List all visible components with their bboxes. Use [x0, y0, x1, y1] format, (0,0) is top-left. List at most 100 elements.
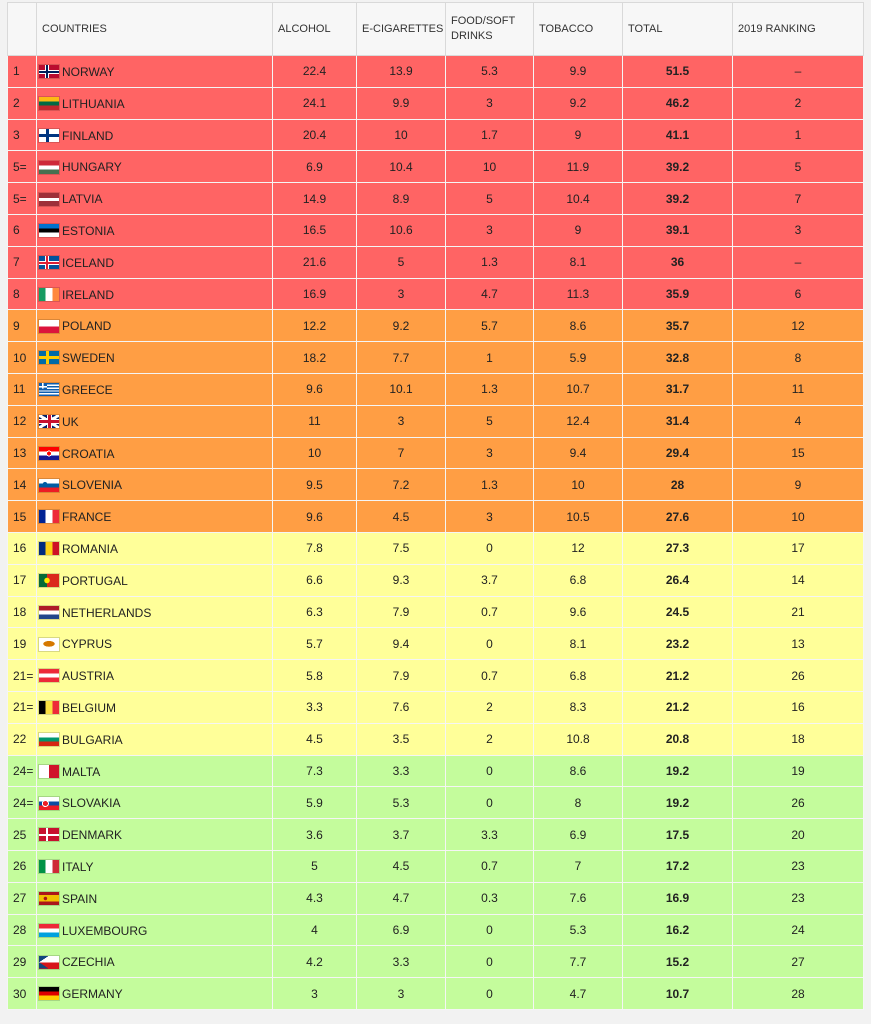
food-soft-drinks-cell: 3 — [445, 86, 534, 120]
e-cigarettes-cell: 4.5 — [356, 500, 446, 533]
total-cell: 32.8 — [622, 341, 733, 374]
alcohol-cell: 14.9 — [272, 182, 357, 215]
food-soft-drinks-cell: 3 — [445, 436, 534, 470]
food-soft-drinks-cell: 0.7 — [445, 659, 534, 692]
country-name: FRANCE — [62, 509, 112, 524]
portugal-flag-icon — [39, 574, 59, 588]
alcohol-cell: 12.2 — [272, 309, 357, 343]
table-row: 19 CYPRUS 5.7 9.4 0 8.1 23.2 13 — [7, 627, 864, 661]
tobacco-cell: 9.6 — [533, 595, 623, 629]
alcohol-cell: 6.9 — [272, 150, 357, 184]
table-row: 18 NETHERLANDS 6.3 7.9 0.7 9.6 24.5 21 — [7, 595, 864, 629]
latvia-flag-icon — [39, 192, 59, 206]
denmark-flag-icon — [39, 828, 59, 842]
country-cell: GERMANY — [36, 977, 273, 1010]
country-name: DENMARK — [62, 827, 123, 842]
total-cell: 16.9 — [622, 881, 733, 915]
total-cell: 29.4 — [622, 436, 733, 470]
ranking-2019-cell: 20 — [732, 818, 864, 851]
food-soft-drinks-cell: 3 — [445, 500, 534, 533]
country-cell: PORTUGAL — [36, 563, 273, 597]
country-cell: CZECHIA — [36, 945, 273, 979]
alcohol-cell: 16.5 — [272, 213, 357, 247]
country-cell: BULGARIA — [36, 722, 273, 756]
france-flag-icon — [39, 510, 59, 524]
e-cigarettes-cell: 10 — [356, 118, 446, 152]
e-cigarettes-cell: 3.5 — [356, 722, 446, 756]
total-cell: 51.5 — [622, 55, 733, 88]
czechia-flag-icon — [39, 955, 59, 969]
rank-cell: 9 — [7, 309, 37, 343]
slovakia-flag-icon — [39, 796, 59, 810]
total-cell: 27.3 — [622, 531, 733, 565]
country-name: BULGARIA — [62, 732, 123, 747]
iceland-flag-icon — [39, 256, 59, 270]
total-cell: 26.4 — [622, 563, 733, 597]
e-cigarettes-cell: 10.6 — [356, 213, 446, 247]
table-row: 3 FINLAND 20.4 10 1.7 9 41.1 1 — [7, 118, 864, 152]
table-row: 13 CROATIA 10 7 3 9.4 29.4 15 — [7, 436, 864, 470]
total-cell: 23.2 — [622, 627, 733, 661]
tobacco-cell: 12 — [533, 531, 623, 565]
tobacco-cell: 8 — [533, 786, 623, 820]
food-soft-drinks-cell: 0 — [445, 531, 534, 565]
food-soft-drinks-cell: 0 — [445, 627, 534, 661]
alcohol-cell: 4.2 — [272, 945, 357, 979]
rank-cell: 25 — [7, 818, 37, 851]
e-cigarettes-cell: 3 — [356, 404, 446, 438]
country-cell: LUXEMBOURG — [36, 913, 273, 947]
netherlands-flag-icon — [39, 605, 59, 619]
total-cell: 27.6 — [622, 500, 733, 533]
food-soft-drinks-cell: 3.3 — [445, 818, 534, 851]
ranking-2019-cell: 10 — [732, 500, 864, 533]
country-cell: FINLAND — [36, 118, 273, 152]
tobacco-cell: 10.4 — [533, 182, 623, 215]
country-cell: ROMANIA — [36, 531, 273, 565]
food-soft-drinks-cell: 2 — [445, 690, 534, 724]
croatia-flag-icon — [39, 446, 59, 460]
finland-flag-icon — [39, 128, 59, 142]
rank-cell: 5= — [7, 182, 37, 215]
e-cigarettes-cell: 10.1 — [356, 372, 446, 406]
country-name: ESTONIA — [62, 223, 115, 238]
e-cigarettes-cell: 7.2 — [356, 468, 446, 502]
rank-cell: 3 — [7, 118, 37, 152]
ranking-2019-cell: 28 — [732, 977, 864, 1010]
germany-flag-icon — [39, 987, 59, 1001]
uk-flag-icon — [39, 415, 59, 429]
table-row: 26 ITALY 5 4.5 0.7 7 17.2 23 — [7, 849, 864, 883]
ranking-2019-cell: 23 — [732, 849, 864, 883]
alcohol-cell: 20.4 — [272, 118, 357, 152]
ranking-2019-cell: 26 — [732, 659, 864, 692]
e-cigarettes-cell: 3.7 — [356, 818, 446, 851]
total-cell: 35.9 — [622, 277, 733, 311]
country-name: NORWAY — [62, 64, 115, 79]
food-soft-drinks-cell: 1 — [445, 341, 534, 374]
alcohol-cell: 5.7 — [272, 627, 357, 661]
country-cell: MALTA — [36, 754, 273, 788]
table-row: 9 POLAND 12.2 9.2 5.7 8.6 35.7 12 — [7, 309, 864, 343]
spain-flag-icon — [39, 892, 59, 906]
country-name: ROMANIA — [62, 541, 119, 556]
hungary-flag-icon — [39, 160, 59, 174]
header-tobacco: TOBACCO — [533, 2, 623, 56]
table-row: 11 GREECE 9.6 10.1 1.3 10.7 31.7 11 — [7, 372, 864, 406]
country-cell: ESTONIA — [36, 213, 273, 247]
rank-cell: 29 — [7, 945, 37, 979]
country-name: GREECE — [62, 382, 113, 397]
ranking-2019-cell: 26 — [732, 786, 864, 820]
sweden-flag-icon — [39, 351, 59, 365]
country-name: LUXEMBOURG — [62, 923, 148, 938]
tobacco-cell: 9.4 — [533, 436, 623, 470]
ranking-2019-cell: 1 — [732, 118, 864, 152]
total-cell: 17.5 — [622, 818, 733, 851]
ranking-2019-cell: – — [732, 245, 864, 279]
table-row: 29 CZECHIA 4.2 3.3 0 7.7 15.2 27 — [7, 945, 864, 979]
tobacco-cell: 4.7 — [533, 977, 623, 1010]
country-cell: CROATIA — [36, 436, 273, 470]
header-food-soft-drinks: FOOD/SOFT DRINKS — [445, 2, 534, 56]
ranking-2019-cell: 4 — [732, 404, 864, 438]
e-cigarettes-cell: 5 — [356, 245, 446, 279]
rank-cell: 1 — [7, 55, 37, 88]
rank-cell: 5= — [7, 150, 37, 184]
